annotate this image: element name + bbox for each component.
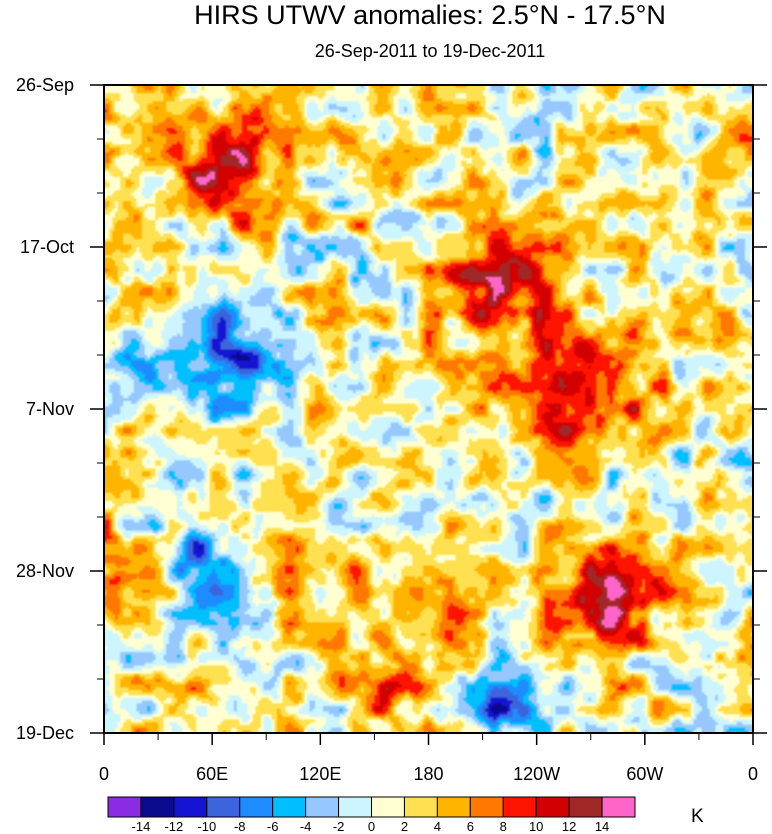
colorbar-label: -12 xyxy=(164,819,183,834)
x-tick-label: 120W xyxy=(513,764,560,784)
colorbar-label: -14 xyxy=(132,819,151,834)
colorbar-swatch xyxy=(469,796,504,818)
colorbar-swatch xyxy=(272,796,307,818)
colorbar-label: -4 xyxy=(300,819,312,834)
colorbar-label: 10 xyxy=(529,819,543,834)
x-tick-label: 60W xyxy=(626,764,663,784)
colorbar-swatch xyxy=(568,796,603,818)
colorbar-swatch xyxy=(305,796,340,818)
colorbar-swatch xyxy=(173,796,208,818)
colorbar-swatch xyxy=(535,796,570,818)
colorbar-swatch xyxy=(107,796,142,818)
colorbar-swatch xyxy=(403,796,438,818)
colorbar-label: 4 xyxy=(434,819,441,834)
colorbar-label: 0 xyxy=(368,819,375,834)
colorbar-swatch xyxy=(371,796,405,818)
x-tick-label: 0 xyxy=(99,764,109,784)
chart-subtitle: 26-Sep-2011 to 19-Dec-2011 xyxy=(314,41,546,61)
colorbar-swatch xyxy=(601,796,636,818)
y-tick-label: 28-Nov xyxy=(16,561,74,581)
x-tick-label: 120E xyxy=(299,764,341,784)
colorbar-label: -2 xyxy=(333,819,345,834)
colorbar-label: 2 xyxy=(401,819,408,834)
colorbar-swatch xyxy=(436,796,471,818)
colorbar-label: -6 xyxy=(267,819,279,834)
colorbar-label: 8 xyxy=(500,819,507,834)
colorbar-label: -10 xyxy=(197,819,216,834)
x-tick-label: 0 xyxy=(748,764,758,784)
colorbar-swatch xyxy=(338,796,372,818)
colorbar-label: 6 xyxy=(467,819,474,834)
y-tick-label: 7-Nov xyxy=(26,399,74,419)
colorbar-units: K xyxy=(691,806,704,827)
colorbar-swatch xyxy=(502,796,537,818)
y-tick-label: 17-Oct xyxy=(20,237,74,257)
chart-title: HIRS UTWV anomalies: 2.5°N - 17.5°N xyxy=(194,0,666,30)
x-tick-label: 180 xyxy=(413,764,443,784)
y-tick-label: 19-Dec xyxy=(16,723,74,743)
colorbar-label: 14 xyxy=(595,819,609,834)
colorbar-swatch xyxy=(140,796,175,818)
colorbar-swatch xyxy=(239,796,274,818)
colorbar-label: 12 xyxy=(562,819,576,834)
anomaly-field xyxy=(104,85,753,733)
colorbar-label: -8 xyxy=(234,819,246,834)
y-tick-label: 26-Sep xyxy=(16,75,74,95)
colorbar-swatch xyxy=(206,796,241,818)
x-tick-label: 60E xyxy=(196,764,228,784)
